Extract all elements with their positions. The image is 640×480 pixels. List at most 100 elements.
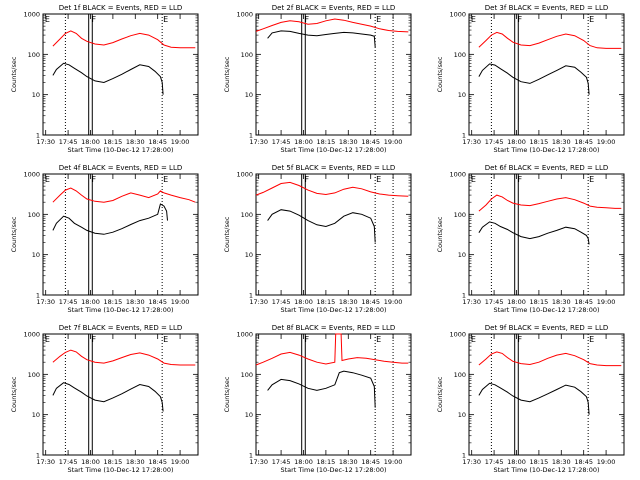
plot-frame xyxy=(468,173,625,296)
x-axis-label: Start Time (10-Dec-12 17:28:00) xyxy=(280,146,386,154)
y-tick-label: 1000 xyxy=(449,331,466,339)
event-marker-label: E xyxy=(376,175,381,184)
x-axis-label: Start Time (10-Dec-12 17:28:00) xyxy=(67,466,173,474)
chart-panel-7: Det 7f BLACK = Events, RED = LLD 1 10 100 10… xyxy=(10,324,199,474)
y-axis-label: Counts/sec xyxy=(436,216,444,252)
y-tick-label: 100 xyxy=(28,371,40,379)
y-tick-label: 100 xyxy=(28,51,40,59)
x-axis-label: Start Time (10-Dec-12 17:28:00) xyxy=(493,306,599,314)
x-tick-label: 19:00 xyxy=(384,138,403,146)
y-tick-label: 10 xyxy=(32,251,40,259)
x-tick-label: 18:00 xyxy=(507,298,526,306)
x-tick-label: 18:15 xyxy=(317,298,336,306)
chart-panel-2: Det 2f BLACK = Events, RED = LLD 1 10 100 10… xyxy=(223,4,412,154)
y-tick-label: 100 xyxy=(454,51,466,59)
chart-title: Det 2f BLACK = Events, RED = LLD xyxy=(272,4,395,12)
x-tick-label: 17:45 xyxy=(485,138,504,146)
chart-title: Det 5f BLACK = Events, RED = LLD xyxy=(272,164,395,172)
x-tick-label: 18:30 xyxy=(126,298,145,306)
event-marker-label: F xyxy=(91,335,96,344)
x-axis-label: Start Time (10-Dec-12 17:28:00) xyxy=(280,466,386,474)
plot-frame xyxy=(255,173,412,296)
y-axis-label: Counts/sec xyxy=(223,216,231,252)
y-tick-label: 1000 xyxy=(23,11,40,19)
y-tick-label: 1 xyxy=(462,292,466,300)
plot-frame xyxy=(468,333,625,456)
chart-panel-1: Det 1f BLACK = Events, RED = LLD 1 10 100 10… xyxy=(10,4,199,154)
y-tick-label: 10 xyxy=(245,251,253,259)
chart-panel-8: Det 8f BLACK = Events, RED = LLD 1 10 100 10… xyxy=(223,324,412,474)
y-tick-label: 100 xyxy=(454,211,466,219)
x-tick-label: 17:45 xyxy=(272,138,291,146)
events-series-line xyxy=(52,382,164,412)
y-axis-label: Counts/sec xyxy=(10,216,18,252)
y-tick-label: 1000 xyxy=(23,331,40,339)
x-tick-label: 19:00 xyxy=(171,298,190,306)
event-marker-label: E xyxy=(589,335,594,344)
chart-panel-3: Det 3f BLACK = Events, RED = LLD 1 10 100 10… xyxy=(436,4,625,154)
y-tick-label: 1 xyxy=(249,132,253,140)
event-marker-label: E xyxy=(376,15,381,24)
x-tick-label: 17:30 xyxy=(249,458,268,466)
y-tick-label: 100 xyxy=(241,211,253,219)
y-axis-label: Counts/sec xyxy=(436,56,444,92)
chart-panel-9: Det 9f BLACK = Events, RED = LLD 1 10 100 10… xyxy=(436,324,625,474)
y-tick-label: 1 xyxy=(462,132,466,140)
x-tick-label: 17:45 xyxy=(59,138,78,146)
x-axis-label: Start Time (10-Dec-12 17:28:00) xyxy=(493,146,599,154)
x-tick-label: 18:00 xyxy=(81,458,100,466)
x-tick-label: 18:45 xyxy=(574,298,593,306)
x-tick-label: 18:45 xyxy=(574,458,593,466)
x-tick-label: 18:00 xyxy=(507,138,526,146)
y-tick-label: 1000 xyxy=(449,171,466,179)
y-tick-label: 1000 xyxy=(236,11,253,19)
event-marker-label: E xyxy=(163,175,168,184)
chart-title: Det 6f BLACK = Events, RED = LLD xyxy=(485,164,608,172)
event-marker-label: F xyxy=(517,335,522,344)
event-marker-label: E xyxy=(589,15,594,24)
events-series-line xyxy=(52,203,168,235)
x-axis-label: Start Time (10-Dec-12 17:28:00) xyxy=(493,466,599,474)
events-series-line xyxy=(267,209,376,243)
y-axis-label: Counts/sec xyxy=(10,56,18,92)
x-tick-label: 18:00 xyxy=(294,138,313,146)
chart-title: Det 9f BLACK = Events, RED = LLD xyxy=(485,324,608,332)
x-tick-label: 18:30 xyxy=(126,138,145,146)
event-marker-label: E xyxy=(589,175,594,184)
x-tick-label: 17:45 xyxy=(59,298,78,306)
event-marker-label: F xyxy=(517,175,522,184)
plot-frame xyxy=(255,333,412,456)
lld-series-line xyxy=(255,18,409,33)
chart-title: Det 4f BLACK = Events, RED = LLD xyxy=(59,164,182,172)
x-tick-label: 18:45 xyxy=(148,298,167,306)
x-tick-label: 19:00 xyxy=(384,298,403,306)
x-tick-label: 17:45 xyxy=(59,458,78,466)
y-tick-label: 1 xyxy=(249,292,253,300)
x-tick-label: 17:30 xyxy=(36,138,55,146)
y-tick-label: 10 xyxy=(32,411,40,419)
chart-title: Det 8f BLACK = Events, RED = LLD xyxy=(272,324,395,332)
y-tick-label: 100 xyxy=(28,211,40,219)
chart-title: Det 1f BLACK = Events, RED = LLD xyxy=(59,4,182,12)
x-tick-label: 17:30 xyxy=(462,138,481,146)
y-axis-label: Counts/sec xyxy=(436,376,444,412)
x-tick-label: 17:45 xyxy=(485,458,504,466)
y-tick-label: 1000 xyxy=(23,171,40,179)
lld-series-line xyxy=(52,187,196,203)
x-tick-label: 18:00 xyxy=(507,458,526,466)
x-tick-label: 18:45 xyxy=(148,138,167,146)
events-series-line xyxy=(478,63,590,95)
x-tick-label: 17:45 xyxy=(485,298,504,306)
x-tick-label: 18:30 xyxy=(339,298,358,306)
y-tick-label: 1 xyxy=(36,452,40,460)
events-series-line xyxy=(52,62,164,95)
y-tick-label: 1000 xyxy=(449,11,466,19)
x-tick-label: 18:30 xyxy=(126,458,145,466)
x-tick-label: 18:00 xyxy=(294,298,313,306)
event-marker-label: E xyxy=(45,175,50,184)
x-tick-label: 18:30 xyxy=(339,458,358,466)
event-marker-label: F xyxy=(91,15,96,24)
x-axis-label: Start Time (10-Dec-12 17:28:00) xyxy=(280,306,386,314)
y-tick-label: 10 xyxy=(32,91,40,99)
